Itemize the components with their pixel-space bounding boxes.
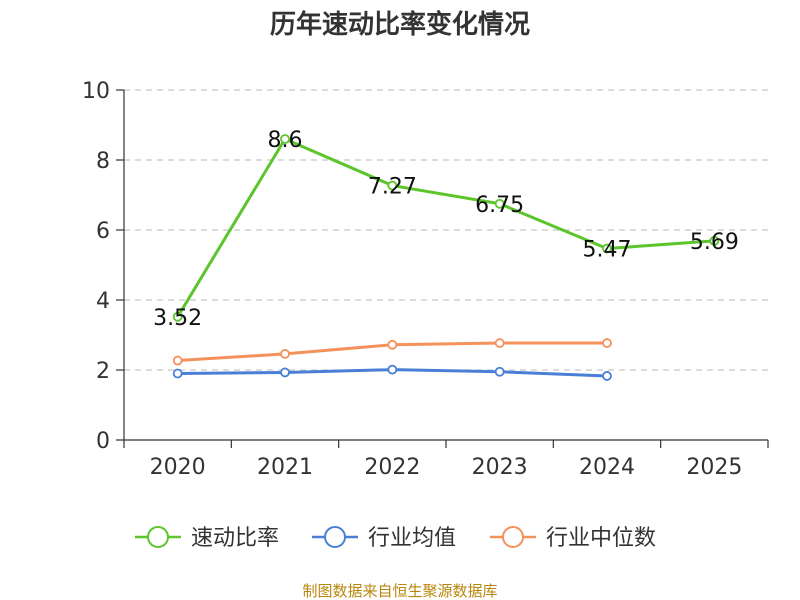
y-tick-label: 8 — [96, 149, 110, 174]
y-tick-label: 6 — [96, 219, 110, 244]
axes: 0 2 4 6 8 10 2020 2021 2022 2023 2024 2025 — [82, 79, 769, 480]
data-point — [172, 368, 183, 379]
data-point — [387, 180, 398, 191]
data-label: 6.75 — [475, 193, 524, 218]
x-tick-label: 2023 — [472, 455, 528, 480]
data-point — [280, 367, 290, 378]
data-label: 5.47 — [583, 238, 632, 263]
data-point — [494, 338, 505, 348]
series-layer — [172, 134, 720, 381]
legend-marker-1 — [324, 526, 346, 548]
series-line-0 — [176, 137, 715, 318]
data-point — [602, 338, 612, 348]
data-point — [387, 364, 398, 375]
data-label: 3.52 — [153, 306, 202, 331]
data-point — [709, 235, 720, 246]
y-tick-label: 2 — [96, 359, 110, 384]
data-label: 5.69 — [690, 230, 739, 255]
data-point — [280, 348, 290, 359]
legend-marker-0 — [147, 526, 169, 548]
x-tick-label: 2025 — [686, 455, 742, 480]
legend-label-2: 行业中位数 — [546, 526, 656, 551]
data-point — [280, 134, 290, 144]
x-tick-label: 2020 — [150, 455, 206, 480]
x-tick-label: 2022 — [364, 455, 420, 480]
chart-title: 历年速动比率变化情况 — [270, 9, 530, 40]
y-tick-label: 10 — [82, 79, 110, 104]
data-point — [172, 355, 183, 366]
legend: 速动比率 行业均值 行业中位数 — [135, 526, 656, 551]
data-point — [602, 243, 612, 254]
data-label: 8.6 — [268, 128, 303, 153]
source-note: 制图数据来自恒生聚源数据库 — [302, 582, 497, 600]
x-tick-label: 2021 — [257, 455, 313, 480]
grid-lines — [124, 89, 768, 371]
y-tick-label: 4 — [96, 289, 110, 314]
legend-label-0: 速动比率 — [191, 526, 279, 551]
data-labels: 3.52 8.6 7.27 6.75 5.47 5.69 — [153, 128, 739, 331]
data-point — [494, 198, 505, 209]
legend-marker-2 — [502, 526, 524, 548]
x-tick-label: 2024 — [579, 455, 635, 480]
data-point — [387, 339, 398, 350]
data-point — [172, 311, 183, 322]
data-label: 7.27 — [368, 175, 417, 200]
data-point — [494, 366, 505, 377]
y-tick-label: 0 — [96, 429, 110, 454]
data-point — [602, 371, 612, 381]
legend-label-1: 行业均值 — [368, 526, 456, 551]
